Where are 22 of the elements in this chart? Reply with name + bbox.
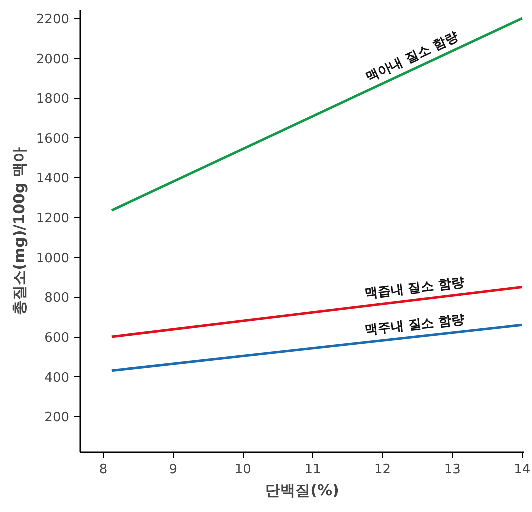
y-tick-label: 600 xyxy=(44,331,70,346)
y-axis-title: 총질소(mg)/100g 맥아 xyxy=(10,148,28,316)
x-tick-label: 8 xyxy=(99,462,108,478)
y-tick-label: 1200 xyxy=(36,212,70,227)
y-tick-label: 1600 xyxy=(36,132,70,147)
x-tick-label: 11 xyxy=(304,462,322,478)
y-tick-label: 1000 xyxy=(36,251,70,266)
x-tick-label: 13 xyxy=(444,462,461,478)
x-axis-title: 단백질(%) xyxy=(266,482,340,500)
y-tick-label: 2200 xyxy=(36,12,70,28)
text: 맥즙내 질소 함량 xyxy=(364,275,466,302)
y-tick-label: 1400 xyxy=(36,172,70,187)
x-tick-label: 9 xyxy=(169,462,178,478)
y-tick-label: 200 xyxy=(44,410,70,426)
x-tick-label: 10 xyxy=(234,462,252,478)
y-tick-label: 400 xyxy=(44,370,70,386)
y-tick-label: 800 xyxy=(44,291,70,306)
y-tick-label: 2000 xyxy=(36,52,70,68)
x-tick-label: 14 xyxy=(514,462,531,478)
x-tick-label: 12 xyxy=(374,462,392,478)
y-tick-label: 1800 xyxy=(36,92,70,108)
text: 맥주내 질소 함량 xyxy=(364,312,466,339)
